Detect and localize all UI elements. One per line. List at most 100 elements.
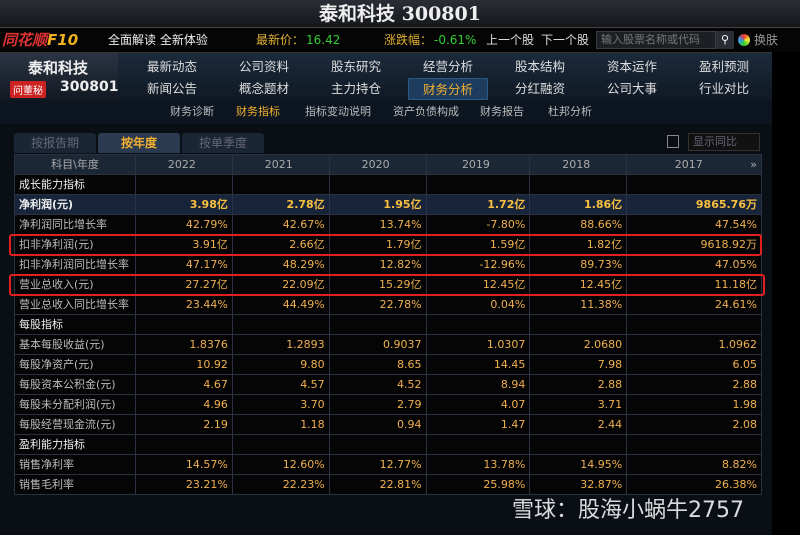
cell-value: 42.67% <box>231 214 330 235</box>
subnav-item[interactable]: 财务诊断 <box>170 105 214 118</box>
cell-value: 10.92 <box>135 354 233 375</box>
cell-value: 3.70 <box>231 394 330 415</box>
table-row: 每股净资产(元) 10.92 9.80 8.65 14.45 7.98 6.05 <box>14 354 762 375</box>
cell-value: -12.96% <box>425 254 531 275</box>
subnav-item[interactable]: 财务指标 <box>236 105 280 118</box>
cell-value: 14.45 <box>425 354 531 375</box>
row-label: 每股资本公积金(元) <box>14 374 136 395</box>
cell-value: 13.74% <box>328 214 427 235</box>
nav-item[interactable]: 新闻公告 <box>146 81 197 96</box>
cell-value: 2.79 <box>328 394 427 415</box>
more-columns-icon[interactable]: » <box>750 157 757 171</box>
cell-value <box>231 174 330 195</box>
cell-value: 1.2893 <box>231 334 330 355</box>
column-header: 2018 <box>529 154 628 175</box>
subnav-item[interactable]: 资产负债构成 <box>393 105 459 118</box>
nav-item[interactable]: 股东研究 <box>330 59 381 74</box>
cell-value: 2.0680 <box>529 334 628 355</box>
nav-item[interactable]: 股本结构 <box>514 59 565 74</box>
row-label: 成长能力指标 <box>14 174 136 195</box>
cell-value: 12.60% <box>231 454 330 475</box>
table-row: 每股指标 <box>14 314 762 335</box>
highlight-box-revenue <box>9 273 765 296</box>
nav-item[interactable]: 财务分析 <box>408 78 488 100</box>
tab-by-report[interactable]: 按报告期 <box>14 133 96 153</box>
table-row: 基本每股收益(元) 1.8376 1.2893 0.9037 1.0307 2.0680 1… <box>14 334 762 355</box>
cell-value: 0.04% <box>425 294 531 315</box>
nav-item[interactable]: 最新动态 <box>146 59 197 74</box>
cell-value: 8.82% <box>626 454 762 475</box>
row-label: 每股净资产(元) <box>14 354 136 375</box>
cell-value: 1.0307 <box>425 334 531 355</box>
cell-value <box>328 314 427 335</box>
cell-value: 47.54% <box>626 214 762 235</box>
cell-value <box>328 174 427 195</box>
cell-value: 1.8376 <box>135 334 233 355</box>
ask-secretary-button[interactable]: 问董秘 <box>10 81 46 98</box>
cell-value: 13.78% <box>425 454 531 475</box>
cell-value: 3.98亿 <box>135 194 233 215</box>
subnav-item[interactable]: 杜邦分析 <box>548 105 592 118</box>
cell-value: 12.77% <box>328 454 427 475</box>
compare-checkbox[interactable] <box>667 135 679 148</box>
prev-stock-button[interactable]: 上一个股 <box>486 33 535 47</box>
cell-value: 8.65 <box>328 354 427 375</box>
table-row: 销售净利率 14.57% 12.60% 12.77% 13.78% 14.95% 8.82% <box>14 454 762 475</box>
table-row: 销售毛利率 23.21% 22.23% 22.81% 25.98% 32.87% 26.38… <box>14 474 762 495</box>
nav-item[interactable]: 资本运作 <box>606 59 657 74</box>
column-header: 2019 <box>425 154 531 175</box>
cell-value: 2.78亿 <box>231 194 330 215</box>
cell-value: 2.88 <box>529 374 628 395</box>
nav-item[interactable]: 行业对比 <box>698 81 749 96</box>
nav-item[interactable]: 经营分析 <box>422 59 473 74</box>
cell-value: 23.44% <box>135 294 233 315</box>
cell-value: 4.57 <box>231 374 330 395</box>
cell-value <box>135 174 233 195</box>
row-label: 盈利能力指标 <box>14 434 136 455</box>
cell-value: 4.07 <box>425 394 531 415</box>
cell-value <box>425 174 531 195</box>
table-row: 每股未分配利润(元) 4.96 3.70 2.79 4.07 3.71 1.98 <box>14 394 762 415</box>
cell-value <box>626 314 762 335</box>
cell-value: 12.82% <box>328 254 427 275</box>
nav-item[interactable]: 公司大事 <box>606 81 657 96</box>
cell-value: 14.95% <box>529 454 628 475</box>
nav-item[interactable]: 盈利预测 <box>698 59 749 74</box>
tab-by-year[interactable]: 按年度 <box>98 133 180 153</box>
cell-value <box>529 434 628 455</box>
cell-value: 3.71 <box>529 394 628 415</box>
nav-item[interactable]: 公司资料 <box>238 59 289 74</box>
cell-value <box>328 434 427 455</box>
cell-value <box>425 434 531 455</box>
cell-value: 4.67 <box>135 374 233 395</box>
cell-value <box>529 174 628 195</box>
cell-value: 26.38% <box>626 474 762 495</box>
next-stock-button[interactable]: 下一个股 <box>541 33 590 47</box>
row-label: 销售净利率 <box>14 454 136 475</box>
column-header: 2022 <box>135 154 233 175</box>
nav-item[interactable]: 主力持仓 <box>330 81 381 96</box>
cell-value: 89.73% <box>529 254 628 275</box>
cell-value: 1.86亿 <box>529 194 628 215</box>
main-nav: 泰和科技 问董秘 300801 最新动态 公司资料 股东研究 经营分析 股本结构 资本运作… <box>0 52 772 101</box>
cell-value: 88.66% <box>529 214 628 235</box>
search-input[interactable]: 输入股票名称或代码 <box>596 31 716 49</box>
cell-value: 1.79亿 <box>328 234 427 255</box>
nav-item[interactable]: 分红融资 <box>514 81 565 96</box>
skin-icon[interactable] <box>738 34 750 46</box>
compare-dropdown[interactable]: 显示同比 <box>688 133 760 151</box>
nav-item[interactable]: 概念题材 <box>238 81 289 96</box>
cell-value: 14.57% <box>135 454 233 475</box>
subnav-item[interactable]: 指标变动说明 <box>305 105 371 118</box>
subnav-item[interactable]: 财务报告 <box>480 105 524 118</box>
cell-value: 2.88 <box>626 374 762 395</box>
cell-value: 22.81% <box>328 474 427 495</box>
cell-value: 4.96 <box>135 394 233 415</box>
skin-button[interactable]: 换肤 <box>754 33 779 47</box>
search-icon[interactable]: ⚲ <box>716 31 734 49</box>
cell-value: 1.95亿 <box>328 194 427 215</box>
cell-value: 12.45亿 <box>425 274 531 295</box>
tab-by-quarter[interactable]: 按单季度 <box>182 133 264 153</box>
column-header: 2021 <box>231 154 330 175</box>
cell-value: 2.08 <box>626 414 762 435</box>
